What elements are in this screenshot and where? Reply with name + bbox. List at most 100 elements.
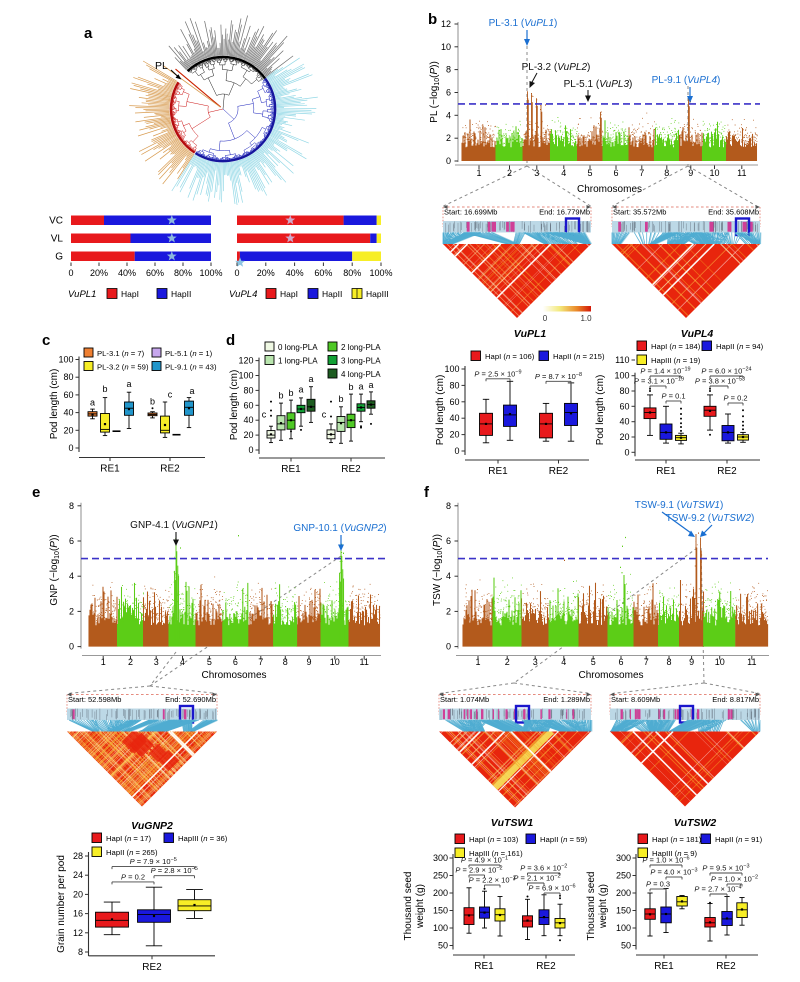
svg-text:HapIII (n = 161): HapIII (n = 161): [469, 849, 523, 858]
svg-text:120: 120: [238, 356, 253, 366]
svg-text:P = 2.2 × 10−2: P = 2.2 × 10−2: [469, 876, 516, 885]
svg-text:0: 0: [624, 447, 629, 457]
svg-text:3: 3: [534, 168, 539, 178]
svg-text:40: 40: [243, 415, 253, 425]
svg-text:RE2: RE2: [717, 466, 737, 477]
svg-text:11: 11: [737, 168, 746, 178]
svg-text:RE1: RE1: [488, 466, 508, 477]
svg-text:P = 6.9 × 10−6: P = 6.9 × 10−6: [528, 884, 575, 893]
svg-text:P = 0.1: P = 0.1: [662, 392, 686, 401]
svg-text:0: 0: [234, 268, 239, 278]
svg-text:2: 2: [505, 657, 510, 667]
svg-text:50: 50: [621, 941, 631, 951]
svg-text:HapIII (n = 9): HapIII (n = 9): [652, 849, 698, 858]
svg-text:VuTSW2: VuTSW2: [674, 817, 717, 829]
svg-text:P = 2.1 × 10−2: P = 2.1 × 10−2: [513, 874, 560, 883]
svg-text:100: 100: [433, 923, 448, 933]
svg-text:150: 150: [433, 906, 448, 916]
svg-text:40: 40: [619, 417, 629, 427]
svg-text:P = 2.7 × 10−4: P = 2.7 × 10−4: [694, 885, 741, 894]
svg-text:Chromosomes: Chromosomes: [578, 670, 643, 681]
svg-text:2: 2: [446, 606, 451, 616]
svg-text:9: 9: [688, 168, 693, 178]
svg-text:4: 4: [446, 571, 451, 581]
svg-text:9: 9: [689, 657, 694, 667]
svg-text:1: 1: [475, 657, 480, 667]
svg-text:a: a: [189, 386, 194, 396]
svg-text:TSW-9.1 (VuTSW1): TSW-9.1 (VuTSW1): [635, 500, 724, 511]
svg-text:24: 24: [73, 870, 83, 880]
svg-text:Thousand seed: Thousand seed: [586, 872, 597, 941]
svg-text:RE2: RE2: [142, 962, 162, 973]
svg-text:20: 20: [73, 889, 83, 899]
svg-text:11: 11: [747, 657, 756, 667]
svg-text:10: 10: [715, 657, 725, 667]
svg-text:6: 6: [446, 88, 451, 98]
svg-text:HapI: HapI: [280, 289, 298, 299]
svg-text:60%: 60%: [314, 268, 332, 278]
svg-text:6: 6: [613, 168, 618, 178]
svg-text:Start: 35.572Mb: Start: 35.572Mb: [613, 208, 666, 217]
svg-text:HapI (n = 184): HapI (n = 184): [651, 342, 701, 351]
svg-text:VC: VC: [49, 216, 63, 227]
svg-text:80: 80: [63, 372, 73, 382]
svg-text:Thousand seed: Thousand seed: [403, 872, 414, 941]
svg-text:HapII (n = 59): HapII (n = 59): [540, 835, 588, 844]
svg-text:End: 35.608Mb: End: 35.608Mb: [708, 208, 759, 217]
svg-text:0: 0: [446, 156, 451, 166]
svg-text:f: f: [424, 484, 430, 501]
svg-text:PL-5.1 (VuPL3): PL-5.1 (VuPL3): [564, 79, 633, 90]
svg-text:4: 4: [180, 657, 185, 667]
svg-text:GNP-10.1 (VuGNP2): GNP-10.1 (VuGNP2): [293, 523, 386, 534]
svg-text:P = 0.2: P = 0.2: [121, 872, 145, 881]
svg-text:RE1: RE1: [474, 961, 494, 972]
svg-text:a: a: [298, 384, 303, 394]
svg-text:2: 2: [128, 657, 133, 667]
svg-text:HapI (n = 106): HapI (n = 106): [485, 352, 535, 361]
svg-text:2: 2: [446, 133, 451, 143]
svg-text:2: 2: [507, 168, 512, 178]
svg-text:Start: 1.074Mb: Start: 1.074Mb: [440, 695, 489, 704]
svg-text:5: 5: [207, 657, 212, 667]
svg-text:60: 60: [619, 401, 629, 411]
svg-text:HapIII (n = 19): HapIII (n = 19): [651, 356, 701, 365]
svg-text:4: 4: [561, 168, 566, 178]
svg-text:VuPL1: VuPL1: [514, 328, 547, 340]
svg-text:End: 52.690Mb: End: 52.690Mb: [165, 695, 216, 704]
svg-text:0: 0: [543, 314, 548, 323]
svg-text:Pod length (cm): Pod length (cm): [49, 369, 60, 440]
svg-text:20: 20: [619, 432, 629, 442]
svg-text:P = 3.6 × 10−2: P = 3.6 × 10−2: [520, 864, 567, 873]
svg-text:Chromosomes: Chromosomes: [201, 670, 266, 681]
svg-text:HapIII: HapIII: [366, 289, 389, 299]
svg-text:P = 1.0 × 10−6: P = 1.0 × 10−6: [642, 856, 689, 865]
svg-text:12: 12: [441, 19, 451, 29]
svg-text:0 long-PLA: 0 long-PLA: [278, 343, 318, 352]
svg-text:0: 0: [248, 445, 253, 455]
svg-text:RE2: RE2: [536, 961, 556, 972]
svg-text:a: a: [84, 25, 93, 42]
svg-text:1: 1: [476, 168, 481, 178]
svg-text:80%: 80%: [174, 268, 192, 278]
svg-text:1 long-PLA: 1 long-PLA: [278, 357, 318, 366]
svg-text:Chromosomes: Chromosomes: [577, 184, 642, 195]
svg-text:weight (g): weight (g): [415, 884, 426, 929]
svg-text:HapII (n = 265): HapII (n = 265): [106, 848, 158, 857]
svg-text:End: 16.779Mb: End: 16.779Mb: [539, 208, 590, 217]
svg-text:GNP-4.1 (VuGNP1): GNP-4.1 (VuGNP1): [130, 520, 218, 531]
svg-text:40: 40: [63, 408, 73, 418]
svg-text:20: 20: [63, 425, 73, 435]
svg-text:9: 9: [306, 657, 311, 667]
svg-text:HapII: HapII: [171, 289, 191, 299]
svg-text:100: 100: [444, 364, 459, 374]
svg-text:b: b: [278, 390, 283, 400]
svg-text:HapI (n = 181): HapI (n = 181): [652, 835, 702, 844]
svg-text:40%: 40%: [118, 268, 136, 278]
svg-text:3 long-PLA: 3 long-PLA: [341, 357, 381, 366]
svg-text:0: 0: [454, 446, 459, 456]
svg-text:300: 300: [433, 853, 448, 863]
svg-text:0: 0: [446, 642, 451, 652]
svg-text:PL-9.1 (n = 43): PL-9.1 (n = 43): [165, 363, 217, 372]
svg-text:P = 2.5 × 10−9: P = 2.5 × 10−9: [474, 369, 521, 378]
svg-text:a: a: [308, 374, 313, 384]
